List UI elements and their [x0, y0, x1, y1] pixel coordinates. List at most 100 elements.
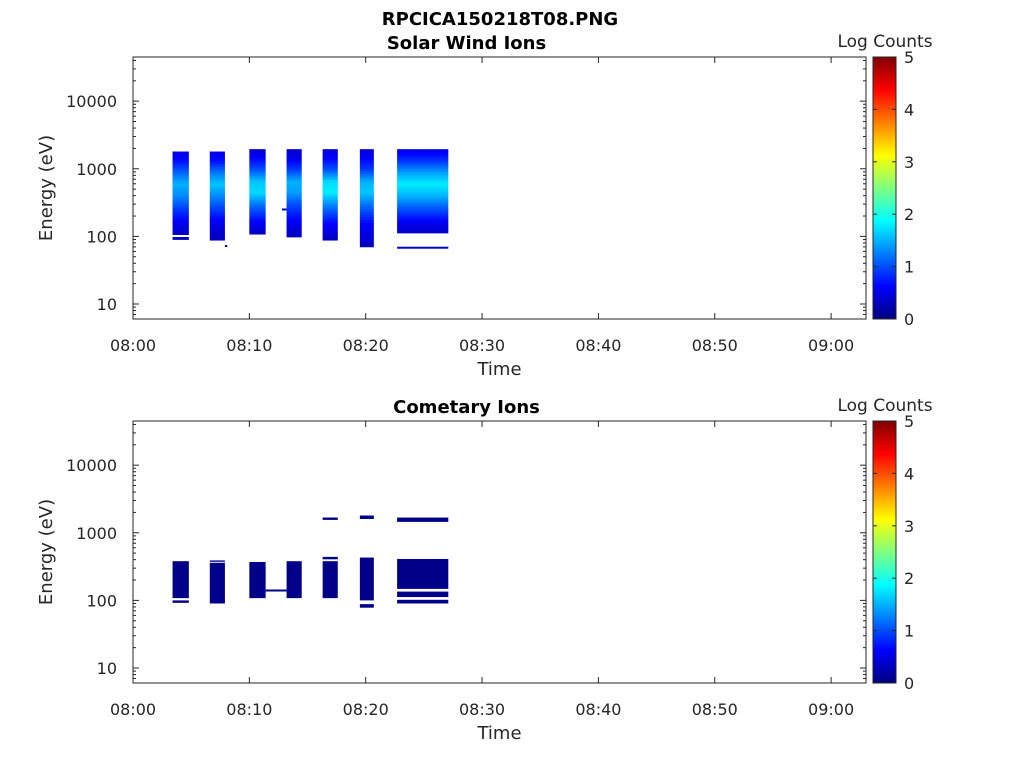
spectrogram-bin: [359, 219, 374, 223]
colorbar-tick-label: 0: [904, 674, 914, 693]
spectrogram-bin: [359, 162, 374, 166]
spectrogram-bin: [359, 176, 374, 180]
spectrogram-bin: [209, 200, 225, 204]
spectrogram-bin: [249, 203, 266, 207]
spectrogram-bin: [286, 193, 302, 196]
spectrogram-bin: [172, 185, 189, 189]
spectrogram-bin: [322, 154, 338, 158]
spectrogram-bin: [209, 210, 225, 214]
spectrogram-bin: [359, 244, 374, 248]
y-tick-label: 100: [86, 591, 117, 610]
spectrogram-bin: [286, 207, 302, 211]
spectrogram-bin: [397, 186, 449, 190]
spectrogram-bin: [322, 204, 338, 208]
spectrogram-bin: [397, 188, 449, 192]
spectrogram-bin: [209, 166, 225, 170]
spectrogram-bin: [322, 232, 338, 236]
spectrogram-bin: [397, 220, 449, 224]
spectrogram-bin: [172, 151, 189, 155]
spectrogram-bin: [359, 515, 374, 519]
spectrogram-bin: [322, 169, 338, 173]
spectrogram-bin: [249, 165, 266, 169]
spectrogram-bin: [209, 193, 225, 197]
spectrogram-bin: [172, 195, 189, 199]
x-axis: 08:00 08:10 08:20 08:30 08:40 08:50 09:00 Time: [110, 57, 854, 380]
spectrogram-bin: [286, 229, 302, 233]
x-tick-label: 08:40: [575, 700, 621, 719]
y-tick-label: 1000: [76, 160, 117, 179]
spectrogram-bin: [286, 183, 302, 187]
spectrogram-bin: [322, 227, 338, 231]
spectrogram-bin: [209, 225, 225, 229]
spectrogram-bin: [322, 235, 338, 239]
x-tick-label: 08:20: [343, 336, 389, 355]
spectrogram-bin: [286, 156, 302, 160]
spectrogram-bin: [249, 182, 266, 185]
spectrogram-bin: [397, 171, 449, 175]
spectrogram-bin: [249, 198, 266, 202]
y-axis: 10 100 1000 10000 Energy (eV): [36, 423, 866, 684]
spectrogram-bin: [286, 188, 302, 192]
spectrogram-bin: [397, 213, 449, 217]
spectrogram-bin: [172, 222, 189, 226]
spectrogram-bin: [286, 171, 302, 174]
spectrogram-bin: [172, 168, 189, 172]
spectrogram-bin: [172, 561, 189, 599]
spectrogram-bin: [397, 149, 449, 153]
spectrogram-bin: [286, 173, 302, 177]
spectrogram-bin: [286, 151, 302, 155]
spectrogram-bin: [359, 149, 374, 153]
spectrogram-bin: [286, 210, 302, 213]
spectrogram-bin: [359, 151, 374, 155]
spectrogram-bin: [397, 599, 449, 604]
spectrogram-bin: [322, 149, 338, 153]
spectrogram-bin: [397, 210, 449, 214]
spectrogram-bin: [249, 229, 266, 233]
colorbar-tick-label: 5: [904, 412, 914, 431]
spectrogram-bin: [249, 217, 266, 221]
spectrogram-bin: [209, 222, 225, 226]
spectrogram-line: [224, 245, 228, 248]
spectrogram-bin: [172, 156, 189, 160]
spectrogram-bin: [397, 159, 449, 162]
spectrogram-bin: [249, 194, 266, 197]
spectrogram-bin: [322, 161, 338, 165]
spectrogram-bin: [397, 208, 449, 212]
spectrogram-bin: [249, 151, 266, 155]
spectrogram-bin: [397, 200, 449, 204]
spectrogram-bin: [172, 205, 189, 209]
spectrogram-bin: [322, 222, 338, 226]
spectrogram-bin: [359, 173, 374, 177]
spectrogram-bin: [359, 211, 374, 215]
spectrogram-bin: [249, 231, 266, 235]
spectrogram-bin: [249, 184, 266, 188]
spectrogram-bin: [286, 185, 302, 189]
spectrogram-bin: [397, 183, 449, 187]
spectrogram-bin: [249, 201, 266, 204]
spectrogram-bin: [359, 179, 374, 183]
spectrogram-bin: [359, 241, 374, 245]
spectrogram-bin: [359, 230, 374, 234]
spectrogram-bin: [322, 561, 338, 599]
spectrogram-bin: [359, 168, 374, 172]
x-tick-label: 08:20: [343, 700, 389, 719]
spectrogram-bin: [209, 217, 225, 221]
spectrogram-bin: [286, 224, 302, 228]
spectrogram-bin: [322, 207, 338, 211]
spectrogram-bin: [359, 233, 374, 237]
spectrogram-bin: [322, 194, 338, 198]
spectrogram-bin: [286, 212, 302, 216]
colorbar-tick-label: 0: [904, 310, 914, 329]
spectrogram-bin: [209, 158, 225, 162]
spectrogram-bin: [172, 232, 189, 235]
spectrogram-bin: [397, 193, 449, 197]
colorbar-tick-label: 3: [904, 153, 914, 172]
spectrogram-bin: [286, 202, 302, 206]
spectrogram-bin: [286, 217, 302, 221]
spectrogram-bin: [249, 191, 266, 195]
spectrogram-bin: [359, 181, 374, 185]
spectrogram-bin: [397, 228, 449, 231]
